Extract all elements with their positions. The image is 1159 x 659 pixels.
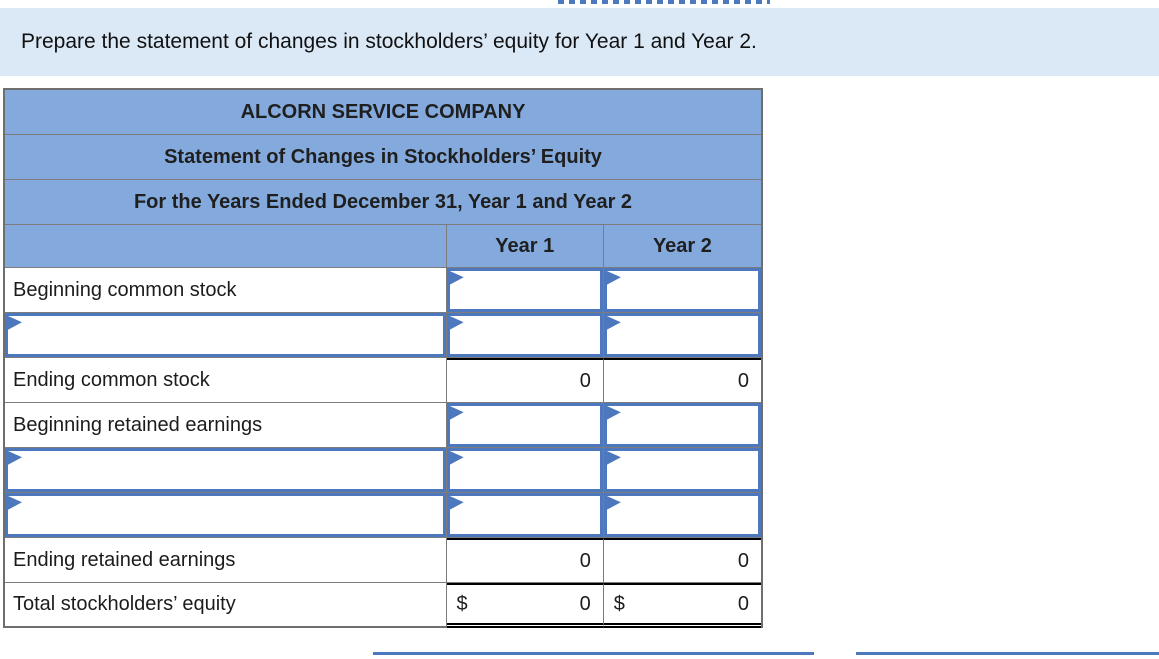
input-marker-icon [8, 496, 22, 510]
input-cell-year1[interactable] [446, 268, 604, 312]
cell-value: 0 [737, 369, 750, 392]
input-marker-icon [606, 406, 621, 420]
cell-value: 0 [737, 549, 750, 572]
row-label: Beginning retained earnings [5, 403, 447, 447]
input-marker-icon [8, 451, 22, 465]
input-marker-icon [449, 271, 464, 285]
instruction-text: Prepare the statement of changes in stoc… [21, 30, 757, 53]
table-row: Total stockholders’ equity $0 $0 [5, 583, 761, 628]
input-marker-icon [449, 451, 464, 465]
input-cell-year2[interactable] [603, 403, 761, 447]
row-label-input[interactable] [5, 493, 447, 537]
row-label-input[interactable] [5, 448, 447, 492]
input-marker-icon [449, 316, 464, 330]
stockholders-equity-table: ALCORN SERVICE COMPANY Statement of Chan… [3, 88, 763, 628]
cell-value: 0 [579, 549, 591, 572]
input-cell-year1[interactable] [446, 403, 604, 447]
table-title-company: ALCORN SERVICE COMPANY [5, 90, 761, 135]
column-header-year1: Year 1 [447, 225, 604, 267]
input-marker-icon [606, 451, 621, 465]
row-label: Beginning common stock [5, 268, 447, 312]
value-cell-year1: 0 [446, 358, 604, 402]
bottom-input-underline-1 [373, 652, 814, 655]
cell-value: 0 [737, 592, 749, 615]
table-row [5, 448, 761, 493]
table-title-statement: Statement of Changes in Stockholders’ Eq… [5, 135, 761, 180]
input-marker-icon [606, 271, 621, 285]
instruction-banner: Prepare the statement of changes in stoc… [0, 8, 1159, 76]
row-label: Ending common stock [5, 358, 447, 402]
row-label: Total stockholders’ equity [5, 583, 447, 628]
value-cell-year2: 0 [603, 358, 762, 402]
input-marker-icon [8, 316, 22, 330]
table-title-period: For the Years Ended December 31, Year 1 … [5, 180, 761, 225]
input-marker-icon [449, 406, 464, 420]
cell-value: 0 [579, 369, 591, 392]
column-header-year2: Year 2 [652, 234, 712, 257]
table-row: Beginning common stock [5, 268, 761, 313]
input-cell-year2[interactable] [603, 268, 761, 312]
input-cell-year1[interactable] [446, 493, 604, 537]
table-row [5, 493, 761, 538]
table-body: Beginning common stock Ending common stoc… [5, 268, 762, 628]
currency-symbol: $ [613, 592, 625, 615]
cell-value: 0 [579, 592, 591, 615]
column-header-blank [5, 225, 447, 267]
column-header-row: Year 1 Year 2 [5, 225, 761, 268]
table-row: Beginning retained earnings [5, 403, 761, 448]
row-label: Ending retained earnings [5, 538, 447, 582]
input-cell-year1[interactable] [446, 448, 604, 492]
value-cell-year2: $0 [603, 583, 761, 628]
input-cell-year2[interactable] [603, 493, 761, 537]
table-row [5, 313, 761, 358]
top-dotted-line [558, 0, 770, 4]
input-cell-year2[interactable] [603, 313, 761, 357]
value-cell-year2: 0 [603, 538, 762, 582]
input-marker-icon [606, 316, 621, 330]
input-cell-year1[interactable] [446, 313, 604, 357]
bottom-input-underline-2 [856, 652, 1159, 655]
value-cell-year1: 0 [446, 538, 604, 582]
table-row: Ending retained earnings 0 0 [5, 538, 762, 583]
input-marker-icon [606, 496, 621, 510]
row-label-input[interactable] [5, 313, 447, 357]
table-row: Ending common stock 0 0 [5, 358, 762, 403]
currency-symbol: $ [456, 592, 468, 615]
value-cell-year1: $0 [446, 583, 604, 628]
input-marker-icon [449, 496, 464, 510]
input-cell-year2[interactable] [603, 448, 761, 492]
